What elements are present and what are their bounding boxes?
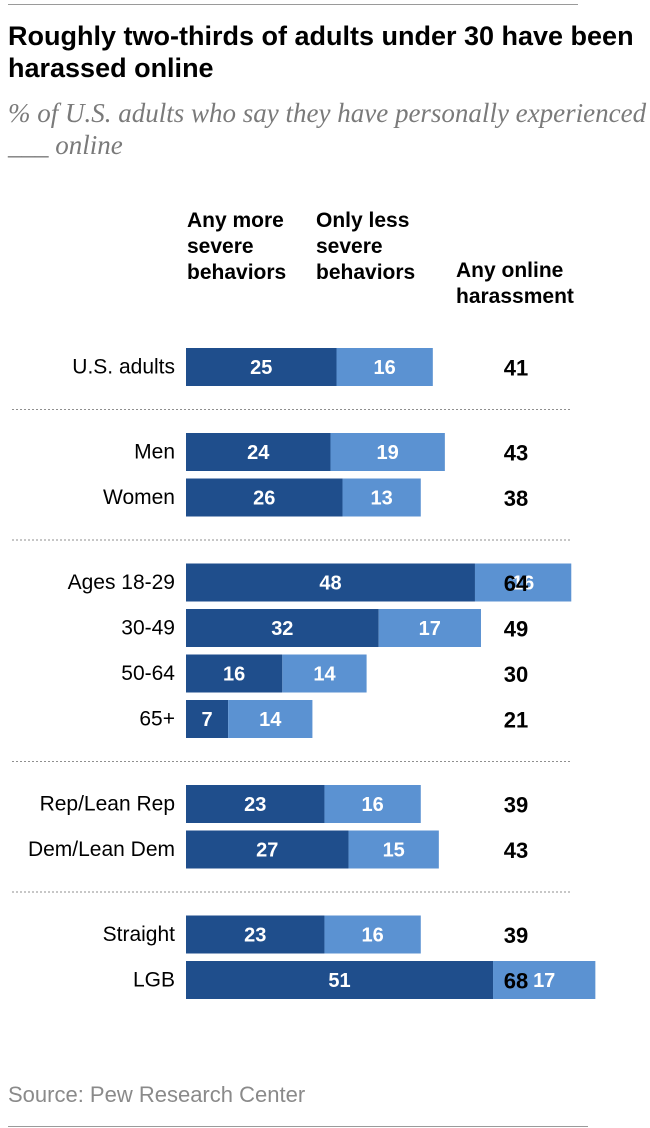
column-header-severe: Any more severe behaviors [187,209,287,284]
bar-value-severe: 27 [256,840,278,862]
bar-value-severe: 25 [250,357,272,379]
bar-value-less-severe: 16 [512,573,534,595]
bar-severe [186,961,494,999]
row-label: Women [103,486,175,509]
bar-less-severe [493,961,596,999]
bar-value-less-severe: 19 [377,442,399,464]
bar-severe [186,433,331,471]
bar-value-less-severe: 17 [419,618,441,640]
row-label: Dem/Lean Dem [28,838,175,861]
bar-severe [186,785,325,823]
row-label: Ages 18-29 [68,571,175,594]
bar-severe [186,609,379,647]
row-label: Straight [103,923,176,946]
bar-value-severe: 16 [223,664,245,686]
bar-less-severe [324,915,421,954]
bar-value-less-severe: 14 [259,709,282,731]
bar-value-severe: 51 [328,970,350,992]
bar-severe [186,478,343,517]
row-label: 65+ [139,708,175,731]
bar-less-severe [336,348,433,386]
bar-value-severe: 23 [244,925,266,947]
source-note: Source: Pew Research Center [8,1082,306,1107]
bar-value-severe: 32 [271,618,293,640]
total-value: 41 [504,356,528,381]
bar-severe [186,700,229,738]
bar-less-severe [282,654,367,693]
bar-less-severe [324,785,421,823]
top-rule [8,4,578,5]
bar-value-less-severe: 16 [361,925,383,947]
bar-value-less-severe: 16 [361,794,383,816]
bar-value-severe: 26 [253,488,275,510]
total-value: 68 [504,969,528,994]
total-value: 30 [504,662,528,687]
bar-severe [186,563,475,602]
bar-less-severe [378,609,481,647]
row-label: LGB [133,969,175,992]
bar-less-severe [330,433,445,471]
row-label: Rep/Lean Rep [40,793,175,816]
bar-less-severe [348,830,439,869]
bar-value-less-severe: 17 [533,970,555,992]
row-label: 30-49 [121,617,175,640]
bar-severe [186,915,325,954]
column-header-total: Any online harassment [456,259,574,308]
row-label: Men [134,441,175,464]
total-value: 49 [504,617,528,642]
total-value: 21 [504,708,528,733]
bar-value-less-severe: 15 [383,840,405,862]
bar-severe [186,654,283,693]
column-header-less-severe: Only less severe behaviors [316,209,416,284]
total-value: 38 [504,486,528,511]
row-label: U.S. adults [72,356,175,379]
bottom-rule [8,1126,588,1127]
total-value: 64 [504,571,529,596]
bar-value-severe: 48 [319,573,341,595]
bar-less-severe [228,700,313,738]
bar-less-severe [342,478,421,517]
bar-less-severe [474,563,572,602]
bar-value-less-severe: 13 [371,488,393,510]
chart-title: Roughly two-thirds of adults under 30 ha… [8,21,634,83]
bar-value-less-severe: 14 [313,664,336,686]
bar-value-severe: 24 [247,442,270,464]
bar-value-severe: 7 [202,709,213,731]
bar-severe [186,348,337,386]
bar-value-less-severe: 16 [374,357,396,379]
total-value: 39 [504,793,528,818]
total-value: 43 [504,838,528,863]
chart-subtitle: % of U.S. adults who say they have perso… [8,98,647,160]
row-label: 50-64 [121,662,175,685]
bar-severe [186,830,349,869]
total-value: 43 [504,441,528,466]
bar-value-severe: 23 [244,794,266,816]
total-value: 39 [504,923,528,948]
